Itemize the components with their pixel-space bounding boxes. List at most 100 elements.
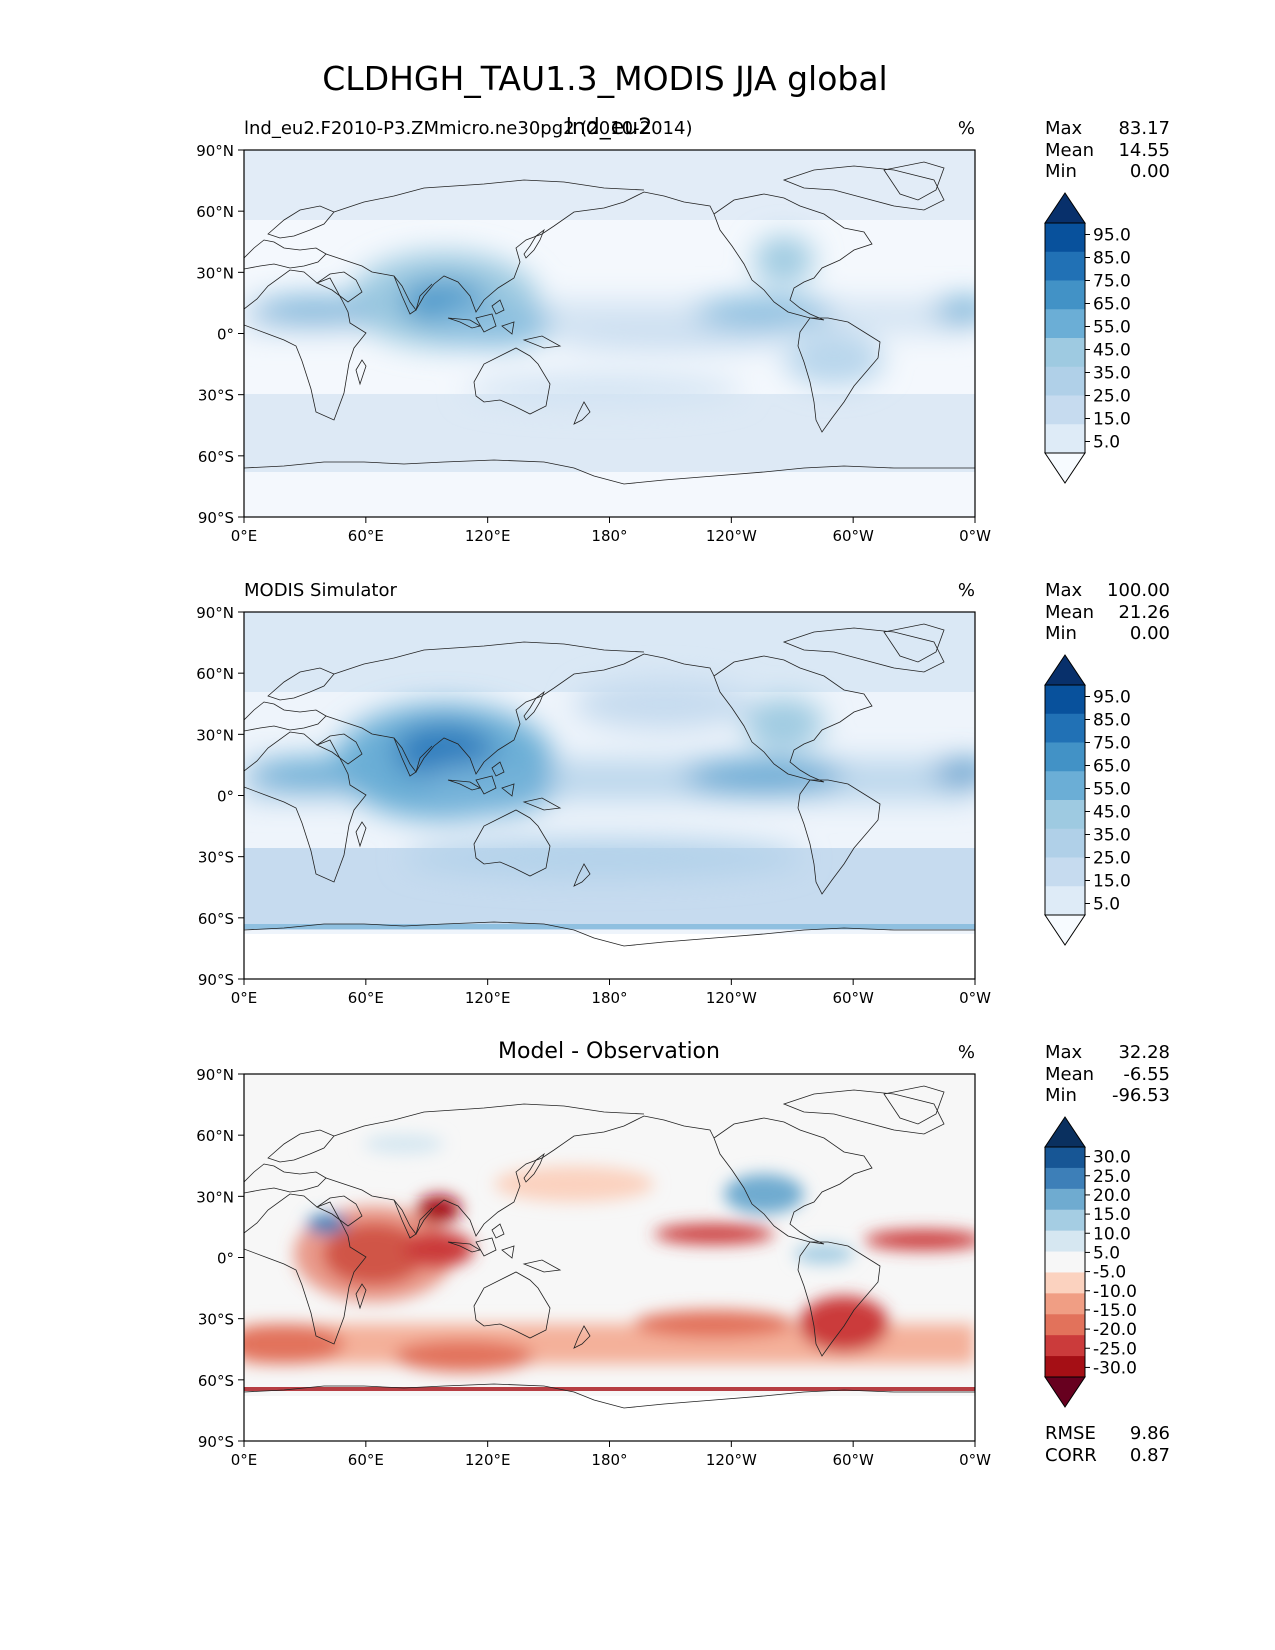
stat-mean-label: Mean (1045, 1064, 1094, 1085)
colorbar: 30.025.020.015.010.05.0-5.0-10.0-15.0-20… (1044, 1116, 1137, 1408)
units-label: % (958, 118, 975, 139)
lat-tick-label: 60°N (196, 665, 234, 683)
lon-tick-label: 60°W (832, 989, 874, 1007)
colorbar-tick-label: 65.0 (1093, 757, 1131, 777)
lon-tick-label: 0°E (231, 989, 258, 1007)
stat-mean-label: Mean (1045, 602, 1094, 623)
colorbar-frame (1044, 1146, 1086, 1378)
panel-difference: 90°N 60°N 30°N 0° 30°S 60°S 90°S 0°E 60°E 120°E 1… (196, 1039, 991, 1469)
colorbar-bin (1045, 1251, 1085, 1273)
colorbar-tick-label: 95.0 (1093, 688, 1131, 708)
longitude-axis: 0°E 60°E 120°E 180° 120°W 60°W 0°W (231, 979, 991, 1007)
colorbar-bin (1045, 771, 1085, 801)
colorbar-frame (1044, 222, 1086, 454)
colorbar-bin (1045, 309, 1085, 339)
stat-mean-value: -6.55 (1123, 1064, 1170, 1085)
colorbar-extension-top (1044, 654, 1086, 686)
colorbar-tick-label: 65.0 (1093, 295, 1131, 315)
colorbar-tick-label: 15.0 (1093, 410, 1131, 430)
stat-max-label: Max (1045, 1042, 1083, 1063)
colorbar-tick-label: 15.0 (1093, 872, 1131, 892)
stat-min-label: Min (1045, 623, 1077, 644)
stat-max-label: Max (1045, 118, 1083, 139)
colorbar-bin (1045, 886, 1085, 916)
colorbar-tick-label: 5.0 (1093, 1243, 1120, 1263)
lat-tick-label: 0° (217, 1250, 234, 1268)
figure-title: CLDHGH_TAU1.3_MODIS JJA global (322, 59, 887, 98)
lat-tick-label: 30°S (198, 1311, 234, 1329)
colorbar-extension-bottom (1044, 1376, 1086, 1408)
lat-tick-label: 60°N (196, 1127, 234, 1145)
latitude-axis: 90°N 60°N 30°N 0° 30°S 60°S 90°S (196, 1066, 244, 1451)
stat-min-value: 0.00 (1130, 161, 1170, 182)
lon-tick-label: 120°E (465, 1451, 511, 1469)
lat-tick-label: 0° (217, 326, 234, 344)
lat-tick-label: 30°N (196, 264, 234, 282)
latitude-axis: 90°N 60°N 30°N 0° 30°S 60°S 90°S (196, 604, 244, 989)
colorbar-tick-label: 95.0 (1093, 226, 1131, 246)
colorbar-tick-label: 35.0 (1093, 364, 1131, 384)
stats-block: Max 83.17 Mean 14.55 Min 0.00 (1045, 118, 1170, 182)
colorbar-tick-label: -5.0 (1093, 1263, 1126, 1283)
stat-max-label: Max (1045, 580, 1083, 601)
colorbar-tick-label: -25.0 (1093, 1339, 1137, 1359)
colorbar-extension-top (1044, 192, 1086, 224)
lat-tick-label: 90°N (196, 142, 234, 160)
colorbar-tick-label: 35.0 (1093, 826, 1131, 846)
colorbar-bin (1045, 1167, 1085, 1190)
lon-tick-label: 60°W (832, 527, 874, 545)
stat-min-value: 0.00 (1130, 623, 1170, 644)
colorbar-bin (1045, 742, 1085, 772)
colorbar-tick-label: 55.0 (1093, 780, 1131, 800)
colorbar-bin (1045, 1272, 1085, 1294)
lat-tick-label: 90°S (198, 1433, 234, 1451)
panel-center-title: lnd_eu2 (566, 115, 653, 140)
colorbar-tick-label: 75.0 (1093, 734, 1131, 754)
lat-tick-label: 60°S (198, 910, 234, 928)
stat-min-label: Min (1045, 161, 1077, 182)
stat-max-value: 83.17 (1118, 118, 1170, 139)
longitude-axis: 0°E 60°E 120°E 180° 120°W 60°W 0°W (231, 1441, 991, 1469)
stat-min-label: Min (1045, 1085, 1077, 1106)
corr-value: 0.87 (1130, 1445, 1170, 1466)
lat-tick-label: 30°S (198, 849, 234, 867)
colorbar-tick-label: 45.0 (1093, 803, 1131, 823)
stat-mean-label: Mean (1045, 140, 1094, 161)
lon-tick-label: 0°W (959, 1451, 991, 1469)
colorbar-tick-label: -20.0 (1093, 1320, 1137, 1340)
lon-tick-label: 0°W (959, 527, 991, 545)
stat-mean-value: 21.26 (1118, 602, 1170, 623)
stat-mean-value: 14.55 (1118, 140, 1170, 161)
colorbar-tick-label: 5.0 (1093, 433, 1120, 453)
corr-label: CORR (1045, 1445, 1097, 1466)
lat-tick-label: 30°N (196, 1188, 234, 1206)
lat-tick-label: 90°N (196, 604, 234, 622)
lon-tick-label: 60°W (832, 1451, 874, 1469)
colorbar-tick-label: 25.0 (1093, 1167, 1131, 1187)
colorbar-bin (1045, 251, 1085, 281)
stat-min-value: -96.53 (1112, 1085, 1170, 1106)
colorbar-bin (1045, 1230, 1085, 1253)
colorbar-bin (1045, 685, 1085, 715)
lon-tick-label: 120°E (465, 527, 511, 545)
colorbar-extension-bottom (1044, 914, 1086, 946)
colorbar-tick-label: 25.0 (1093, 387, 1131, 407)
lon-tick-label: 60°E (348, 1451, 384, 1469)
lon-tick-label: 0°E (231, 527, 258, 545)
lat-tick-label: 30°N (196, 726, 234, 744)
lat-tick-label: 60°N (196, 203, 234, 221)
colorbar-tick-label: -15.0 (1093, 1301, 1137, 1321)
lat-tick-label: 0° (217, 788, 234, 806)
colorbar-bin (1045, 280, 1085, 310)
longitude-axis: 0°E 60°E 120°E 180° 120°W 60°W 0°W (231, 517, 991, 545)
latitude-axis: 90°N 60°N 30°N 0° 30°S 60°S 90°S (196, 142, 244, 527)
colorbar-extension-bottom (1044, 452, 1086, 484)
lon-tick-label: 120°W (706, 527, 757, 545)
colorbar-extension-top (1044, 1116, 1086, 1148)
stats-block: Max 32.28 Mean -6.55 Min -96.53 (1045, 1042, 1170, 1106)
colorbar: 95.0 85.0 75.0 65.0 55.0 45.0 35.0 25.0 15.0 5.0 (1044, 192, 1131, 484)
colorbar-tick-label: 25.0 (1093, 849, 1131, 869)
colorbar-tick-label: -10.0 (1093, 1282, 1137, 1302)
panel-left-title: MODIS Simulator (244, 580, 397, 601)
